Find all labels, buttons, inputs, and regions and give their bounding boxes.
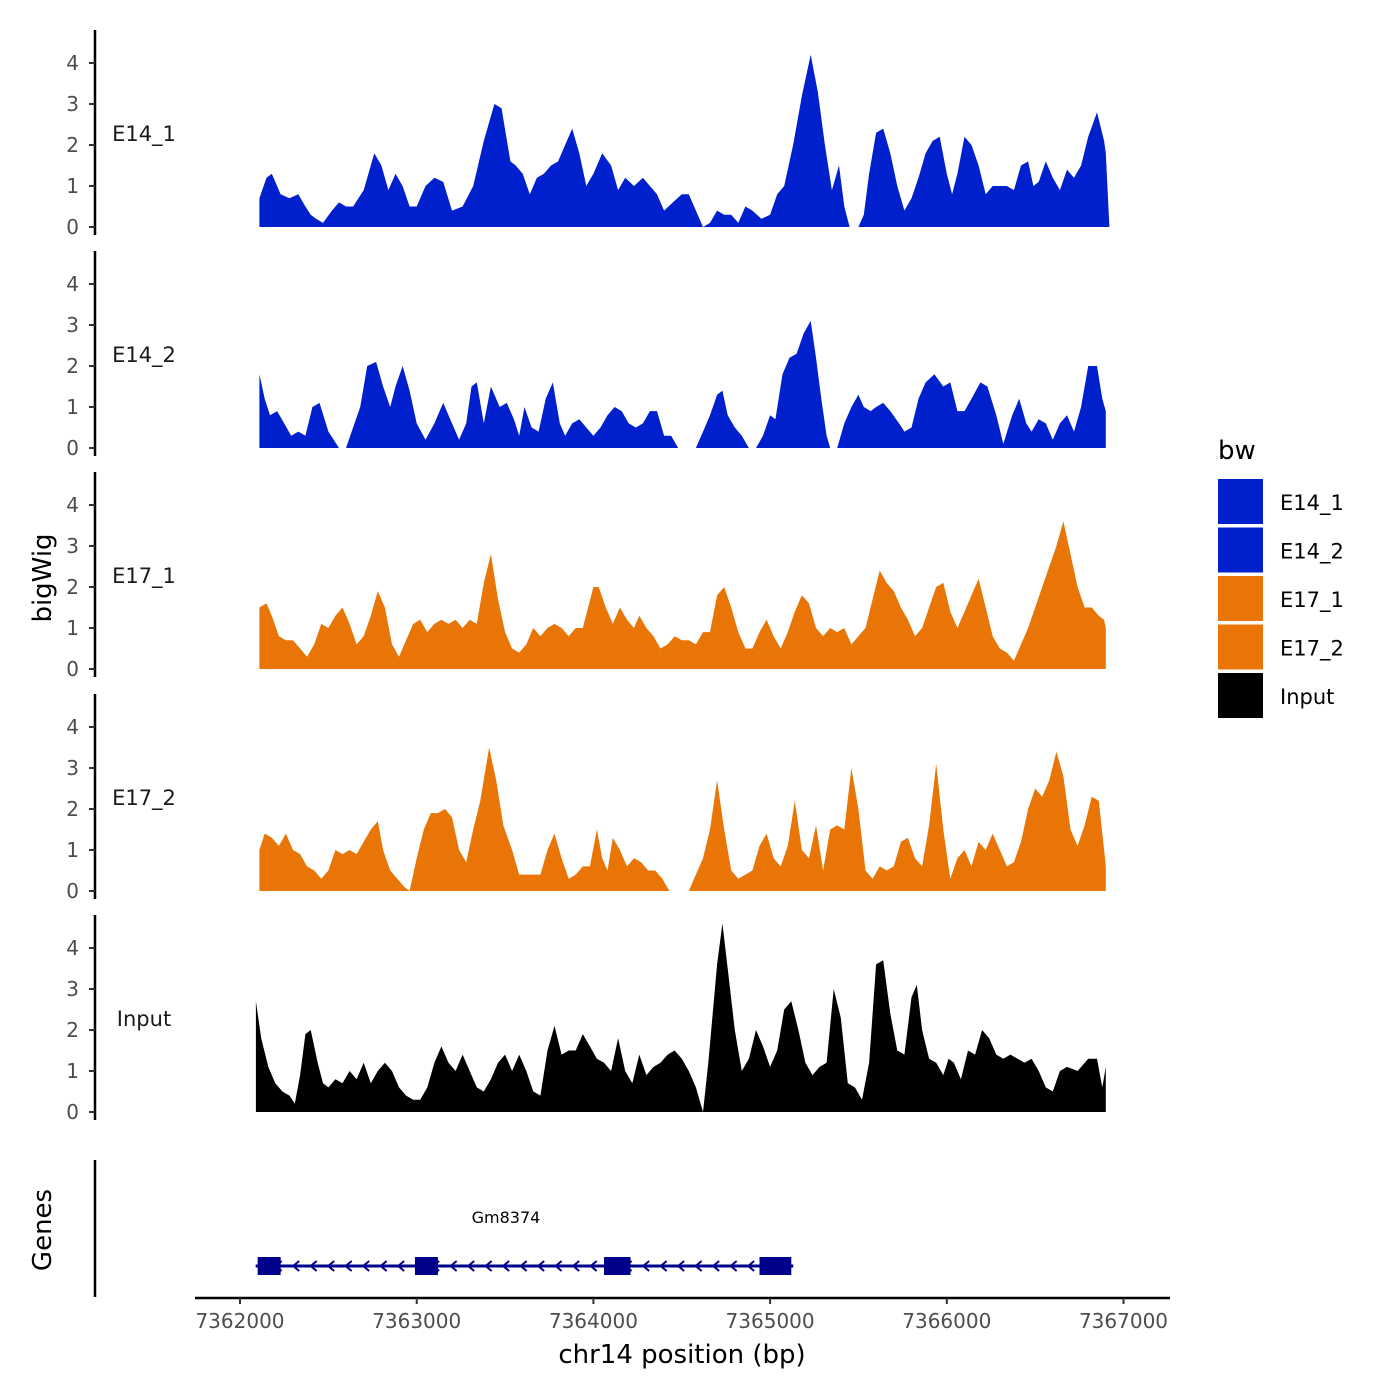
coverage-area-E14_2 [259,320,1106,448]
y-tick-label: 0 [66,436,79,460]
legend-item-E17_2: E17_2 [1218,624,1344,670]
legend-item-E14_1: E14_1 [1218,479,1344,524]
strand-arrow [501,1260,510,1272]
gene-exon [257,1257,281,1275]
gene-exon [414,1257,438,1275]
track-E17_2: 0 1 2 3 4 E17_2 [66,694,1106,903]
y-tick-label: 3 [66,313,79,337]
x-tick-label: 7367000 [1079,1309,1168,1333]
track-label: E17_2 [112,786,176,811]
strand-arrow [466,1260,475,1272]
strand-arrow [309,1260,318,1272]
legend-label: Input [1280,685,1334,709]
track-Input: 0 1 2 3 4 Input [66,915,1106,1124]
y-tick-label: 1 [66,838,79,862]
legend-label: E14_1 [1280,491,1344,516]
track-E17_1: 0 1 2 3 4 E17_1 [66,472,1106,681]
y-tick-label: 1 [66,395,79,419]
strand-arrow [344,1260,353,1272]
coverage-area-E14_1 [259,54,1110,227]
x-tick-label: 7365000 [726,1309,815,1333]
legend-label: E17_1 [1280,588,1344,613]
strand-arrow [676,1260,685,1272]
legend-item-Input: Input [1218,673,1334,718]
legend-label: E17_2 [1280,637,1344,662]
legend: bw E14_1 E14_2 E17_1 E17_2 Input [1218,436,1344,718]
legend-swatch [1218,673,1263,718]
y-tick-label: 1 [66,616,79,640]
strand-arrow [694,1260,703,1272]
y-tick-label: 1 [66,1059,79,1083]
y-tick-label: 4 [66,272,79,296]
strand-arrow [484,1260,493,1272]
coverage-area-E17_2 [259,747,1106,891]
legend-label: E14_2 [1280,540,1344,565]
gene-name-label: Gm8374 [472,1208,541,1227]
y-tick-label: 2 [66,797,79,821]
strand-arrow [746,1260,755,1272]
y-tick-label: 3 [66,756,79,780]
legend-swatch [1218,527,1263,573]
track-label: E17_1 [112,564,176,589]
strand-arrow [379,1260,388,1272]
strand-arrow [536,1260,545,1272]
y-tick-label: 4 [66,493,79,517]
strand-arrow [554,1260,563,1272]
y-tick-label: 4 [66,51,79,75]
y-tick-label: 2 [66,1018,79,1042]
legend-swatch [1218,479,1263,524]
x-tick-label: 7363000 [372,1309,461,1333]
strand-arrow [571,1260,580,1272]
x-tick-label: 7362000 [195,1309,284,1333]
y-tick-label: 0 [66,1100,79,1124]
strand-arrow [326,1260,335,1272]
strand-arrow [519,1260,528,1272]
y-tick-label: 3 [66,534,79,558]
gene-exon [604,1257,631,1275]
strand-arrow [711,1260,720,1272]
y-tick-label: 2 [66,354,79,378]
strand-arrow [641,1260,650,1272]
coverage-area-Input [255,923,1106,1112]
y-tick-label: 3 [66,92,79,116]
y-tick-label: 0 [66,215,79,239]
x-axis: 7362000 7363000 7364000 7365000 7366000 73670… [195,1296,1170,1333]
x-tick-label: 7364000 [549,1309,638,1333]
track-E14_2: 0 1 2 3 4 E14_2 [66,251,1106,460]
y-tick-label: 0 [66,657,79,681]
strand-arrow [659,1260,668,1272]
track-label: E14_2 [112,343,176,368]
y-tick-label: 1 [66,174,79,198]
x-tick-label: 7366000 [902,1309,991,1333]
gene-exon [759,1257,792,1275]
y-tick-label: 3 [66,977,79,1001]
gene-track: Gm8374 [93,1160,794,1297]
y-axis-title: bigWig [28,533,58,622]
genes-track-title: Genes [28,1189,58,1271]
legend-title: bw [1218,436,1256,466]
strand-arrow [449,1260,458,1272]
track-label: Input [117,1007,171,1031]
y-tick-label: 4 [66,715,79,739]
track-label: E14_1 [112,122,176,147]
strand-arrow [729,1260,738,1272]
legend-swatch [1218,624,1263,670]
legend-item-E14_2: E14_2 [1218,527,1344,573]
y-tick-label: 2 [66,133,79,157]
y-tick-label: 0 [66,879,79,903]
x-axis-title: chr14 position (bp) [558,1340,805,1370]
legend-swatch [1218,576,1263,621]
strand-arrow [291,1260,300,1272]
strand-arrow [361,1260,370,1272]
strand-arrow [396,1260,405,1272]
coverage-area-E17_1 [259,521,1106,669]
coverage-tracks: 0 1 2 3 4 E14_1 0 1 2 3 4 E14_2 0 1 2 3 4 E17_1 0 1 2 3 4 E17_2… [66,30,1110,1124]
y-tick-label: 4 [66,936,79,960]
y-tick-label: 2 [66,575,79,599]
gene-Gm8374: Gm8374 [255,1208,794,1275]
track-E14_1: 0 1 2 3 4 E14_1 [66,30,1110,239]
strand-arrow [589,1260,598,1272]
legend-item-E17_1: E17_1 [1218,576,1344,621]
